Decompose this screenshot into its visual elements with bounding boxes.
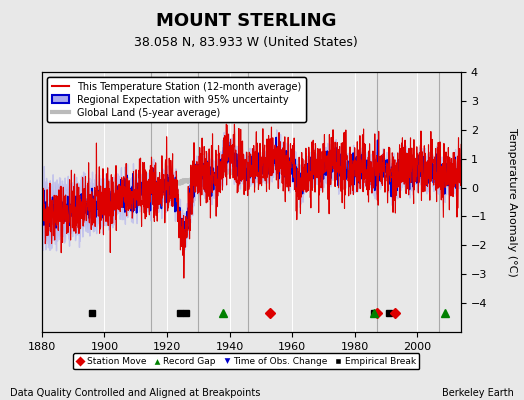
Y-axis label: Temperature Anomaly (°C): Temperature Anomaly (°C): [507, 128, 517, 276]
Text: Berkeley Earth: Berkeley Earth: [442, 388, 514, 398]
Text: MOUNT STERLING: MOUNT STERLING: [156, 12, 336, 30]
Text: Data Quality Controlled and Aligned at Breakpoints: Data Quality Controlled and Aligned at B…: [10, 388, 261, 398]
Legend: This Temperature Station (12-month average), Regional Expectation with 95% uncer: This Temperature Station (12-month avera…: [47, 77, 306, 122]
Text: 38.058 N, 83.933 W (United States): 38.058 N, 83.933 W (United States): [134, 36, 358, 49]
Legend: Station Move, Record Gap, Time of Obs. Change, Empirical Break: Station Move, Record Gap, Time of Obs. C…: [73, 353, 419, 370]
